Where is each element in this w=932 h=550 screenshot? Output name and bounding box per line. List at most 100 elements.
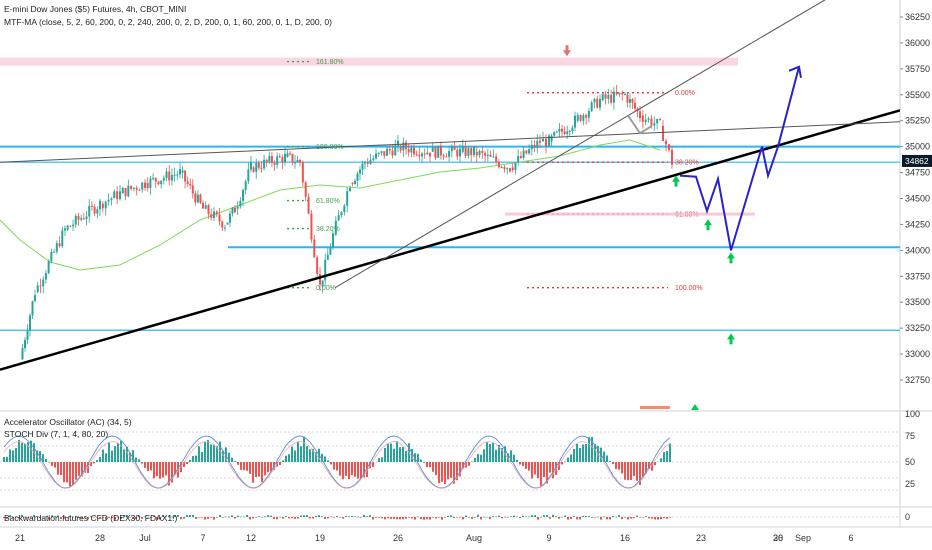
- back-bar: [72, 516, 74, 518]
- back-bar: [564, 515, 566, 517]
- back-bar: [621, 517, 623, 520]
- ac-bar: [591, 437, 593, 462]
- back-bar: [507, 517, 509, 518]
- ac-bar: [498, 444, 500, 462]
- candle-body: [528, 149, 531, 154]
- signal-up-arrow: [672, 175, 680, 187]
- candle-body: [553, 132, 556, 136]
- candle-body: [286, 153, 289, 158]
- ac-bar: [615, 462, 617, 470]
- candle-body: [388, 149, 391, 151]
- grid: [0, 0, 932, 528]
- back-bar: [372, 517, 374, 520]
- ac-bar: [381, 457, 383, 462]
- y-tick-label: 36250: [905, 12, 930, 22]
- candle-body: [593, 98, 596, 103]
- candle-body: [576, 115, 579, 121]
- trendline-thin[interactable]: [0, 121, 900, 163]
- ac-bar: [141, 462, 143, 464]
- candle-body: [596, 98, 599, 108]
- main-price-pane[interactable]: 161.80% 100.00% 61.80% 38.20% 0.00% 0.00% 38.2…: [0, 0, 900, 410]
- back-bar: [453, 517, 455, 519]
- candle-body: [168, 171, 171, 181]
- back-bar: [447, 515, 449, 517]
- candle-body: [519, 156, 522, 158]
- candle-body: [590, 102, 593, 111]
- candle-body: [397, 140, 399, 146]
- indicator-backwardation-label: Backwardation.futures CFD (DEX30, FDAX1!…: [4, 513, 178, 523]
- ac-bar: [516, 459, 518, 462]
- candle-body: [439, 145, 442, 156]
- ac-bar: [438, 462, 440, 484]
- back-bar: [213, 517, 215, 520]
- back-bar: [102, 516, 104, 518]
- ac-bar: [15, 448, 17, 462]
- back-bar: [576, 517, 578, 520]
- ac-bar: [132, 450, 134, 462]
- ac-bar: [138, 459, 140, 462]
- candle-body: [634, 102, 636, 109]
- candle-body: [545, 138, 547, 147]
- ac-bar: [303, 436, 305, 462]
- ac-bar: [441, 462, 443, 482]
- back-bar: [75, 515, 77, 517]
- back-bar: [462, 517, 464, 520]
- back-bar: [207, 517, 209, 519]
- ac-bar: [93, 462, 95, 464]
- back-bar: [282, 517, 284, 519]
- back-bar: [609, 517, 611, 520]
- ac-bar: [654, 462, 656, 466]
- candle-body: [64, 228, 66, 231]
- fib-right-label: 38.20%: [675, 160, 699, 167]
- back-bar: [585, 516, 587, 517]
- candle-body: [99, 200, 101, 210]
- candle-body: [184, 170, 187, 182]
- ac-bar: [348, 462, 350, 480]
- trendline-thick[interactable]: [0, 109, 900, 371]
- back-bar: [21, 514, 23, 517]
- candle-body: [391, 150, 394, 156]
- ac-bar: [282, 460, 284, 462]
- back-bar: [402, 517, 404, 520]
- ac-bar: [300, 446, 302, 462]
- candle-body: [250, 161, 252, 170]
- ac-bar: [228, 452, 230, 462]
- back-bar: [261, 517, 263, 518]
- back-bar: [306, 515, 308, 517]
- ac-tick-label: 75: [905, 431, 915, 441]
- candle-body: [478, 150, 481, 156]
- candle-body: [450, 146, 453, 152]
- candle-body: [467, 148, 470, 156]
- candle-body: [372, 158, 375, 161]
- y-tick-label: 33250: [905, 323, 930, 333]
- ac-bar: [168, 462, 170, 486]
- y-tick-label: 34250: [905, 219, 930, 229]
- signal-up-arrow: [727, 333, 735, 345]
- back-bar: [624, 516, 626, 518]
- trendline-diagonal[interactable]: [334, 0, 840, 289]
- ac-bar: [192, 456, 194, 462]
- candle-body: [550, 135, 553, 142]
- backwardation-pane[interactable]: 0: [0, 512, 910, 522]
- back-bar: [54, 516, 56, 517]
- ac-bar: [315, 452, 317, 462]
- back-bar: [519, 517, 521, 519]
- candle-body: [80, 218, 83, 220]
- ac-bar: [270, 462, 272, 472]
- ac-bar: [183, 462, 185, 467]
- candle-body: [631, 99, 634, 103]
- back-bar: [588, 516, 590, 517]
- projection-path[interactable]: [679, 66, 800, 251]
- candle-body: [61, 230, 64, 247]
- candle-body: [548, 135, 550, 147]
- ac-bar: [201, 451, 203, 462]
- accelerator-pane[interactable]: 100 75 50 25: [0, 409, 920, 491]
- back-bar: [570, 517, 572, 520]
- candle-body: [210, 214, 213, 219]
- back-bar: [477, 514, 479, 517]
- back-bar: [360, 517, 362, 518]
- ac-bar: [120, 440, 122, 462]
- ac-bar: [312, 448, 314, 462]
- candle-body: [34, 295, 36, 302]
